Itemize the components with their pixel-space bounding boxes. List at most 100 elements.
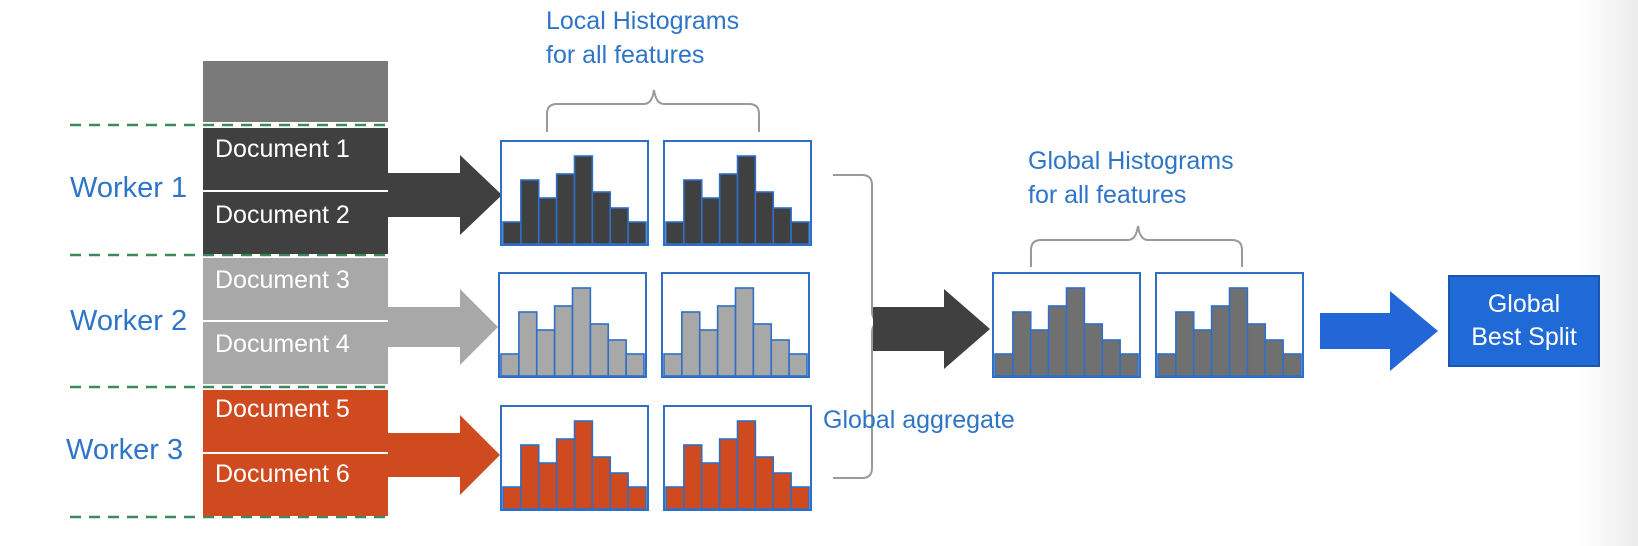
histogram-bar <box>520 179 540 245</box>
histogram-bar <box>1119 353 1139 377</box>
local-histograms-caption: Local Histograms for all features <box>546 4 739 72</box>
histogram-bar <box>537 462 558 510</box>
histogram-bar <box>627 486 647 510</box>
histogram-bar <box>754 191 775 245</box>
histogram-bar <box>772 472 792 510</box>
global-best-split-box: Global Best Split <box>1448 275 1600 367</box>
histogram-bar <box>1047 305 1068 377</box>
worker-2-arrow <box>388 289 498 365</box>
histogram-bar <box>500 353 520 377</box>
document-block-2 <box>203 192 388 254</box>
histogram-bar <box>589 323 610 377</box>
worker-label-3: Worker 3 <box>66 434 184 466</box>
histogram-bar <box>591 191 612 245</box>
histogram-bar <box>553 305 574 377</box>
histogram-bar <box>571 287 592 377</box>
histogram-bar <box>718 173 739 245</box>
global-aggregate-label: Global aggregate <box>823 406 1015 434</box>
global-histograms-brace <box>1030 225 1243 267</box>
local-histograms-caption-line-1: Local Histograms <box>546 7 740 35</box>
document-label-5: Document 5 <box>215 395 350 423</box>
histogram-bar <box>1192 329 1213 377</box>
worker-label-1: Worker 1 <box>70 172 188 204</box>
histogram-bar <box>736 155 757 245</box>
background-edge-shade <box>1578 0 1638 546</box>
histogram-bar <box>698 329 719 377</box>
histogram-bar <box>555 438 576 510</box>
histogram-bar <box>770 339 790 377</box>
histogram-bar <box>772 207 792 245</box>
document-stack-header <box>203 61 388 122</box>
histogram-bar <box>1175 311 1195 377</box>
histogram-bar <box>994 353 1014 377</box>
document-block-4 <box>203 322 388 384</box>
histogram-bar <box>1228 287 1249 377</box>
global-histograms-caption: Global Histograms for all features <box>1028 144 1234 212</box>
histogram-bar <box>1101 339 1121 377</box>
worker-1-arrow <box>388 155 502 235</box>
histogram-bar <box>788 353 808 377</box>
document-block-6 <box>203 454 388 516</box>
histogram-bar <box>520 444 540 510</box>
histogram-bar <box>716 305 737 377</box>
histogram-bar <box>518 311 538 377</box>
histogram-bar <box>718 438 739 510</box>
histogram-bar <box>734 287 755 377</box>
document-label-6: Document 6 <box>215 460 350 488</box>
aggregate-arrow <box>873 289 990 369</box>
worker-3-arrow <box>388 415 500 495</box>
histogram-bar <box>752 323 773 377</box>
histogram-bar <box>609 472 629 510</box>
histogram-bar <box>1246 323 1267 377</box>
histogram-bar <box>683 179 703 245</box>
histogram-bar <box>607 339 627 377</box>
histogram-bar <box>1282 353 1302 377</box>
local-histograms-brace <box>546 89 760 132</box>
best-split-line-1: Global <box>1487 290 1561 318</box>
histogram-bar <box>609 207 629 245</box>
histogram-bar <box>754 456 775 510</box>
histogram-bar <box>573 155 594 245</box>
histogram-bar <box>663 353 683 377</box>
histogram-bar <box>681 311 701 377</box>
document-label-3: Document 3 <box>215 266 350 294</box>
histogram-bar <box>625 353 645 377</box>
histogram-bar <box>700 197 721 245</box>
document-block-5 <box>203 390 388 452</box>
histogram-bar <box>591 456 612 510</box>
best-split-arrow <box>1320 291 1438 371</box>
worker-label-2: Worker 2 <box>70 305 188 337</box>
histogram-bar <box>736 420 757 510</box>
histogram-bar <box>683 444 703 510</box>
histogram-bar <box>627 221 647 245</box>
histogram-bar <box>537 197 558 245</box>
best-split-line-2: Best Split <box>1471 323 1577 351</box>
histogram-bar <box>790 486 810 510</box>
histogram-bar <box>555 173 576 245</box>
global-histograms-caption-line-2: for all features <box>1028 181 1187 209</box>
histogram-bar <box>700 462 721 510</box>
histogram-bar <box>1065 287 1086 377</box>
document-label-1: Document 1 <box>215 135 350 163</box>
histogram-bar <box>1029 329 1050 377</box>
histogram-bar <box>502 486 522 510</box>
histogram-bar <box>1264 339 1284 377</box>
histogram-bar <box>665 486 685 510</box>
histogram-bar <box>1012 311 1032 377</box>
histogram-bar <box>1157 353 1177 377</box>
local-histograms-caption-line-2: for all features <box>546 41 705 69</box>
histogram-bar <box>1083 323 1104 377</box>
document-label-4: Document 4 <box>215 330 350 358</box>
histogram-group <box>498 140 1304 511</box>
histogram-bar <box>1210 305 1231 377</box>
global-histograms-caption-line-1: Global Histograms <box>1028 147 1234 175</box>
histogram-bar <box>502 221 522 245</box>
document-label-2: Document 2 <box>215 201 350 229</box>
histogram-bar <box>665 221 685 245</box>
histogram-bar <box>573 420 594 510</box>
histogram-bar <box>535 329 556 377</box>
document-block-3 <box>203 258 388 320</box>
histogram-bar <box>790 221 810 245</box>
